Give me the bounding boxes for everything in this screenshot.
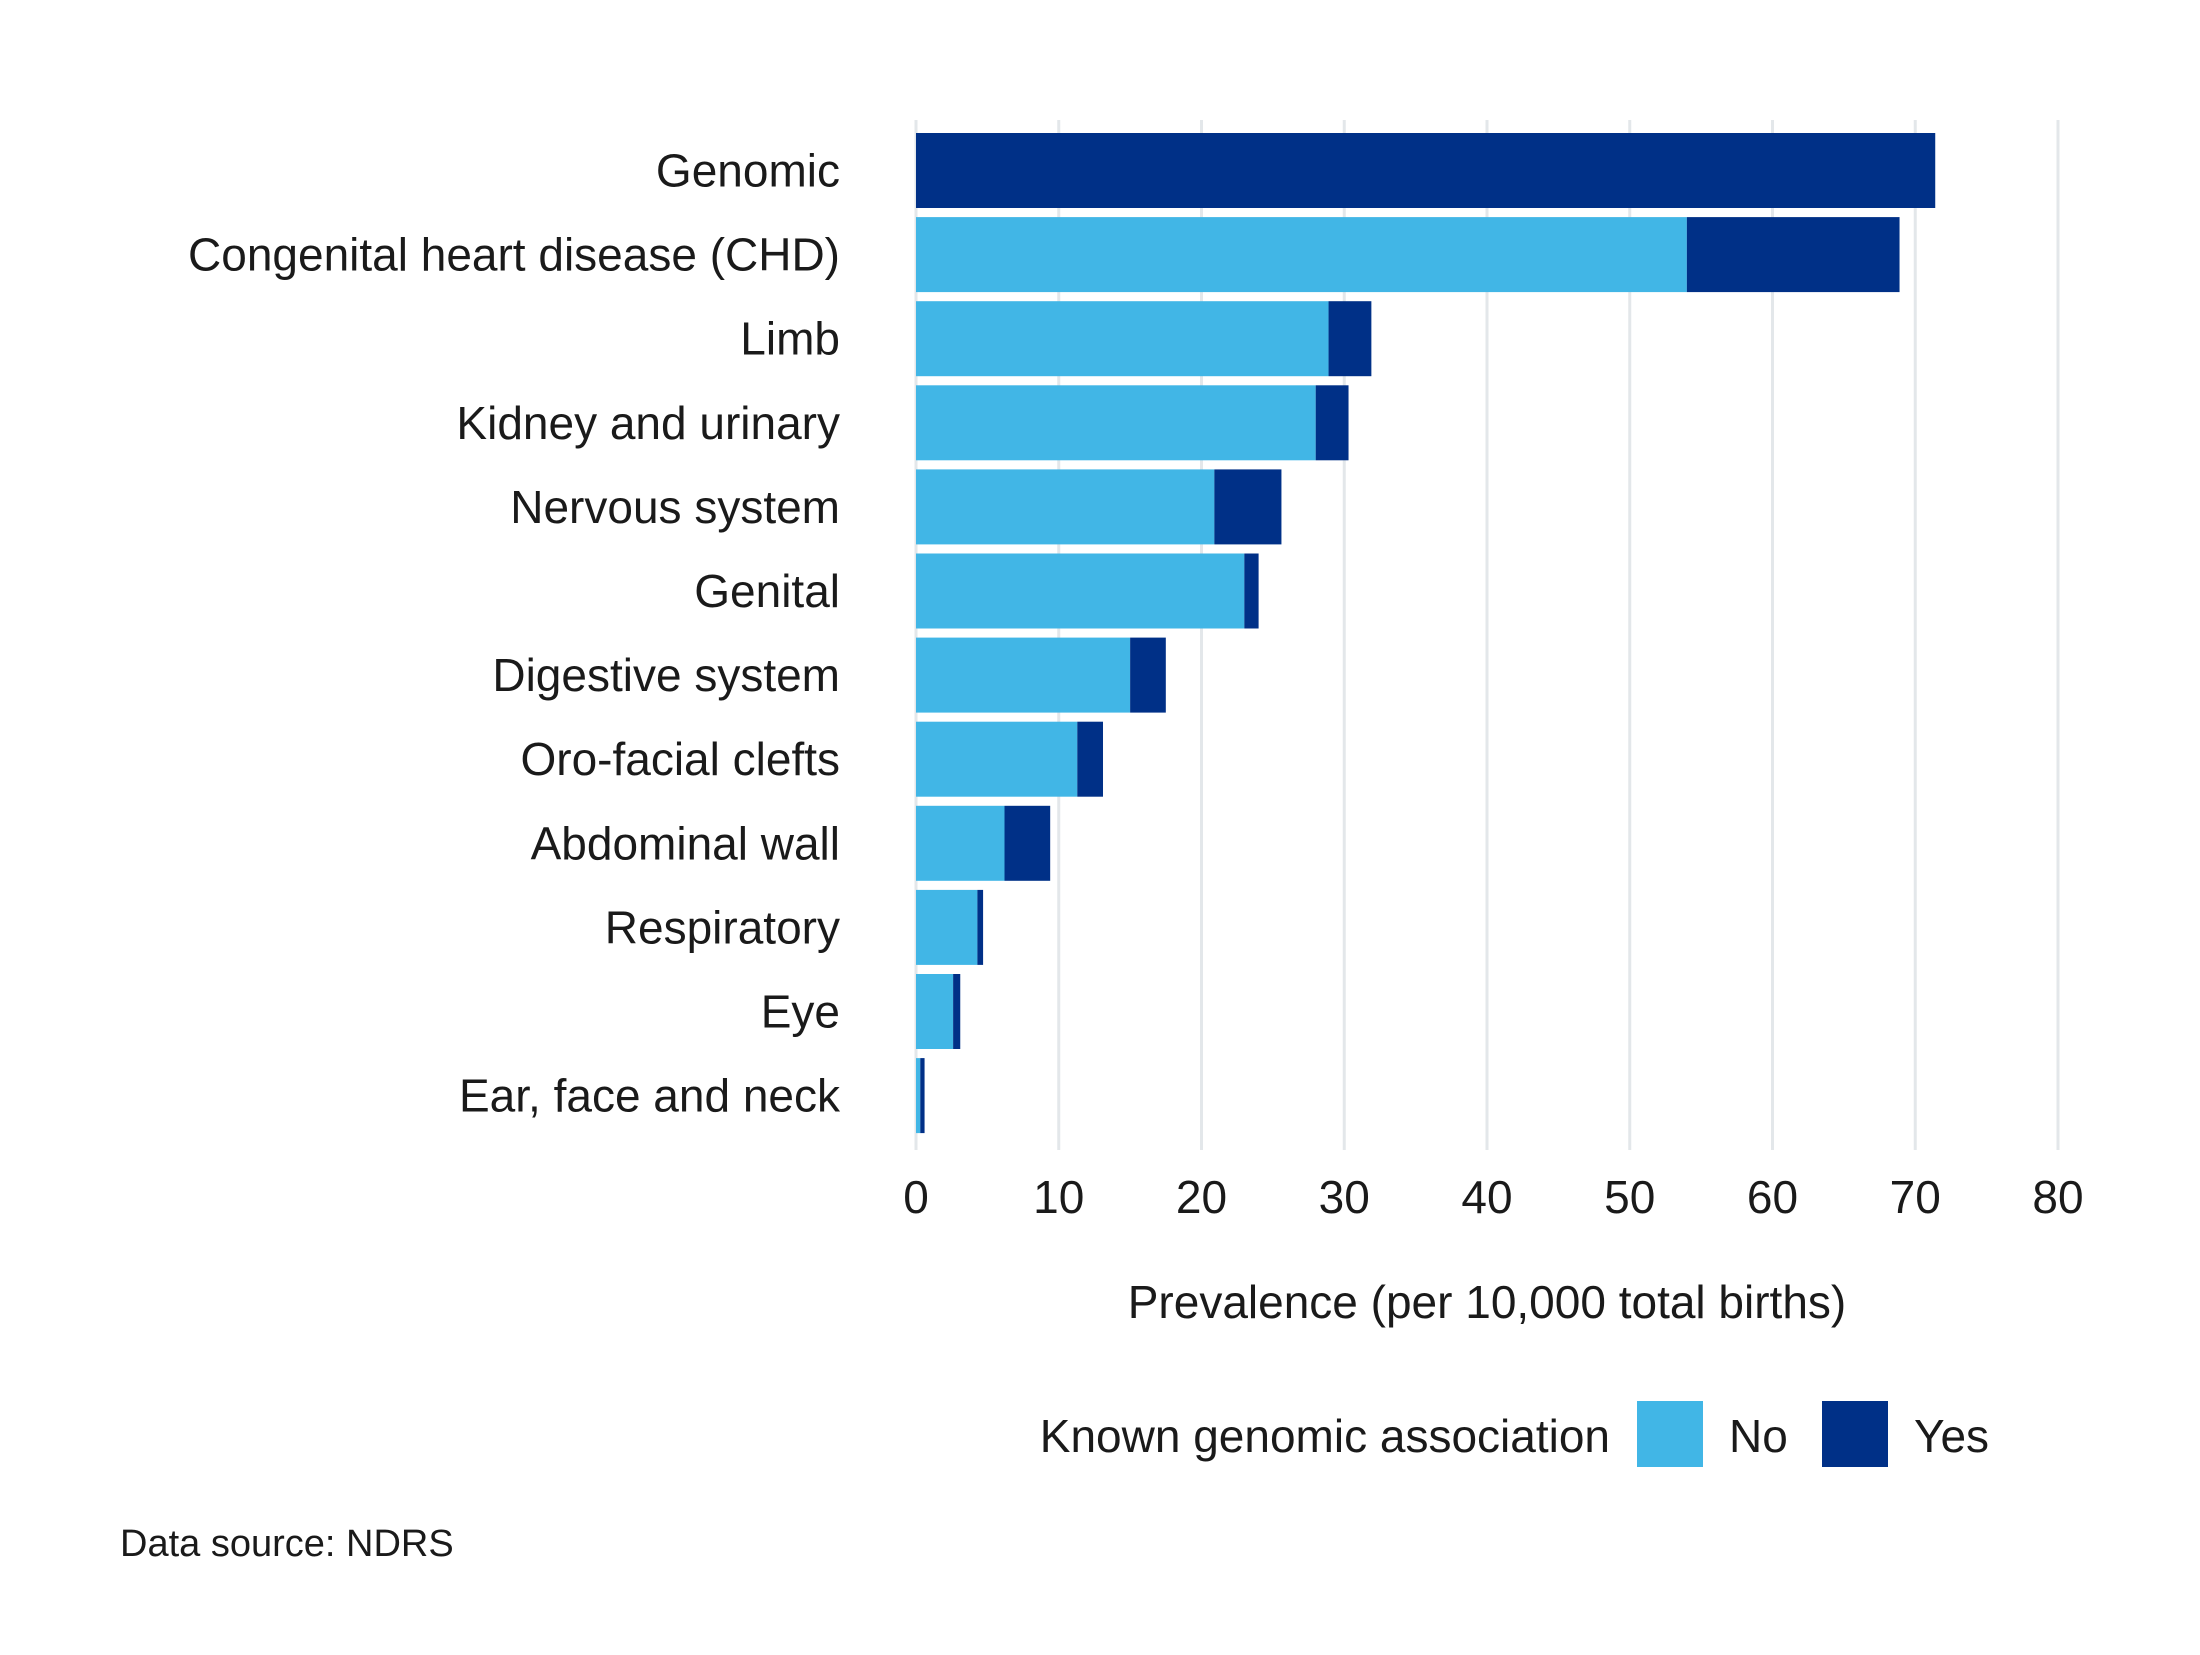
bar-no-11 (916, 1058, 921, 1134)
bar-yes-0 (916, 133, 1936, 208)
x-tick-label: 80 (2032, 1171, 2083, 1223)
bar-no-10 (916, 974, 954, 1049)
bar-no-4 (916, 469, 1215, 545)
legend-label-no: No (1729, 1410, 1788, 1462)
category-label: Kidney and urinary (456, 397, 840, 449)
category-label: Respiratory (605, 901, 840, 953)
category-label: Eye (761, 986, 840, 1038)
bar-yes-1 (1686, 217, 1900, 293)
bar-yes-2 (1328, 301, 1372, 377)
category-label: Congenital heart disease (CHD) (188, 229, 840, 281)
bar-yes-8 (1004, 805, 1051, 881)
bar-yes-3 (1315, 385, 1349, 461)
bar-no-5 (916, 553, 1245, 629)
legend-title: Known genomic association (1040, 1410, 1610, 1462)
legend-swatch-no (1637, 1401, 1703, 1467)
bar-yes-4 (1214, 469, 1282, 545)
legend-label-yes: Yes (1914, 1410, 1989, 1462)
category-label: Nervous system (510, 481, 840, 533)
data-source-caption: Data source: NDRS (120, 1523, 454, 1565)
bar-yes-10 (953, 974, 961, 1049)
x-axis-title: Prevalence (per 10,000 total births) (1128, 1276, 1847, 1328)
bar-no-9 (916, 889, 978, 965)
bar-no-6 (916, 637, 1131, 713)
category-label: Ear, face and neck (459, 1070, 841, 1122)
x-tick-label: 40 (1461, 1171, 1512, 1223)
bar-no-2 (916, 301, 1329, 377)
category-label: Abdominal wall (531, 817, 840, 869)
bar-yes-11 (920, 1058, 925, 1134)
category-label: Limb (740, 313, 840, 365)
bar-no-3 (916, 385, 1316, 461)
bar-no-8 (916, 805, 1005, 881)
category-labels: Genomic Congenital heart disease (CHD) Lim… (188, 145, 841, 1122)
bar-yes-5 (1244, 553, 1259, 629)
legend-swatch-yes (1822, 1401, 1888, 1467)
category-label: Oro-facial clefts (520, 733, 840, 785)
x-tick-label: 50 (1604, 1171, 1655, 1223)
x-tick-labels: 0 10 20 30 40 50 60 70 80 (903, 1171, 2083, 1223)
x-tick-label: 60 (1747, 1171, 1798, 1223)
category-label: Digestive system (492, 649, 840, 701)
category-label: Genital (694, 565, 840, 617)
x-tick-label: 10 (1033, 1171, 1084, 1223)
bars (916, 133, 1936, 1134)
bar-no-1 (916, 217, 1687, 293)
x-tick-label: 70 (1890, 1171, 1941, 1223)
bar-yes-6 (1130, 637, 1166, 713)
x-tick-label: 20 (1176, 1171, 1227, 1223)
category-label: Genomic (656, 145, 840, 197)
x-tick-label: 30 (1319, 1171, 1370, 1223)
x-tick-label: 0 (903, 1171, 929, 1223)
bar-no-7 (916, 721, 1078, 797)
legend: Known genomic association No Yes (1040, 1401, 1989, 1467)
bar-yes-9 (977, 889, 984, 965)
bar-yes-7 (1077, 721, 1104, 797)
